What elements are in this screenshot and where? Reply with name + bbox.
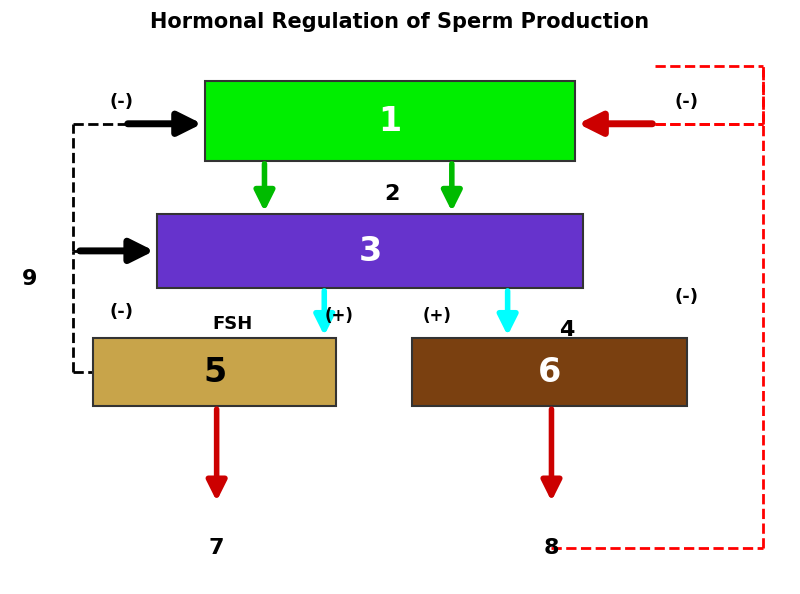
Text: 2: 2 bbox=[384, 184, 400, 204]
Text: (-): (-) bbox=[109, 93, 133, 111]
Text: (-): (-) bbox=[675, 288, 699, 306]
Text: (-): (-) bbox=[109, 303, 133, 321]
Text: FSH: FSH bbox=[212, 315, 253, 333]
Bar bbox=[93, 339, 336, 406]
Text: 8: 8 bbox=[544, 538, 559, 558]
Text: 5: 5 bbox=[203, 356, 226, 389]
Text: (+): (+) bbox=[423, 307, 452, 325]
Text: Hormonal Regulation of Sperm Production: Hormonal Regulation of Sperm Production bbox=[150, 12, 650, 32]
Text: 9: 9 bbox=[22, 269, 38, 289]
Text: (+): (+) bbox=[324, 307, 353, 325]
Text: 6: 6 bbox=[538, 356, 561, 389]
Bar bbox=[157, 214, 583, 288]
Text: 3: 3 bbox=[358, 235, 382, 268]
Text: 1: 1 bbox=[378, 105, 402, 138]
Text: 7: 7 bbox=[209, 538, 224, 558]
Text: 4: 4 bbox=[559, 320, 575, 340]
Bar bbox=[412, 339, 687, 406]
Bar bbox=[205, 81, 575, 161]
Text: (-): (-) bbox=[675, 93, 699, 111]
